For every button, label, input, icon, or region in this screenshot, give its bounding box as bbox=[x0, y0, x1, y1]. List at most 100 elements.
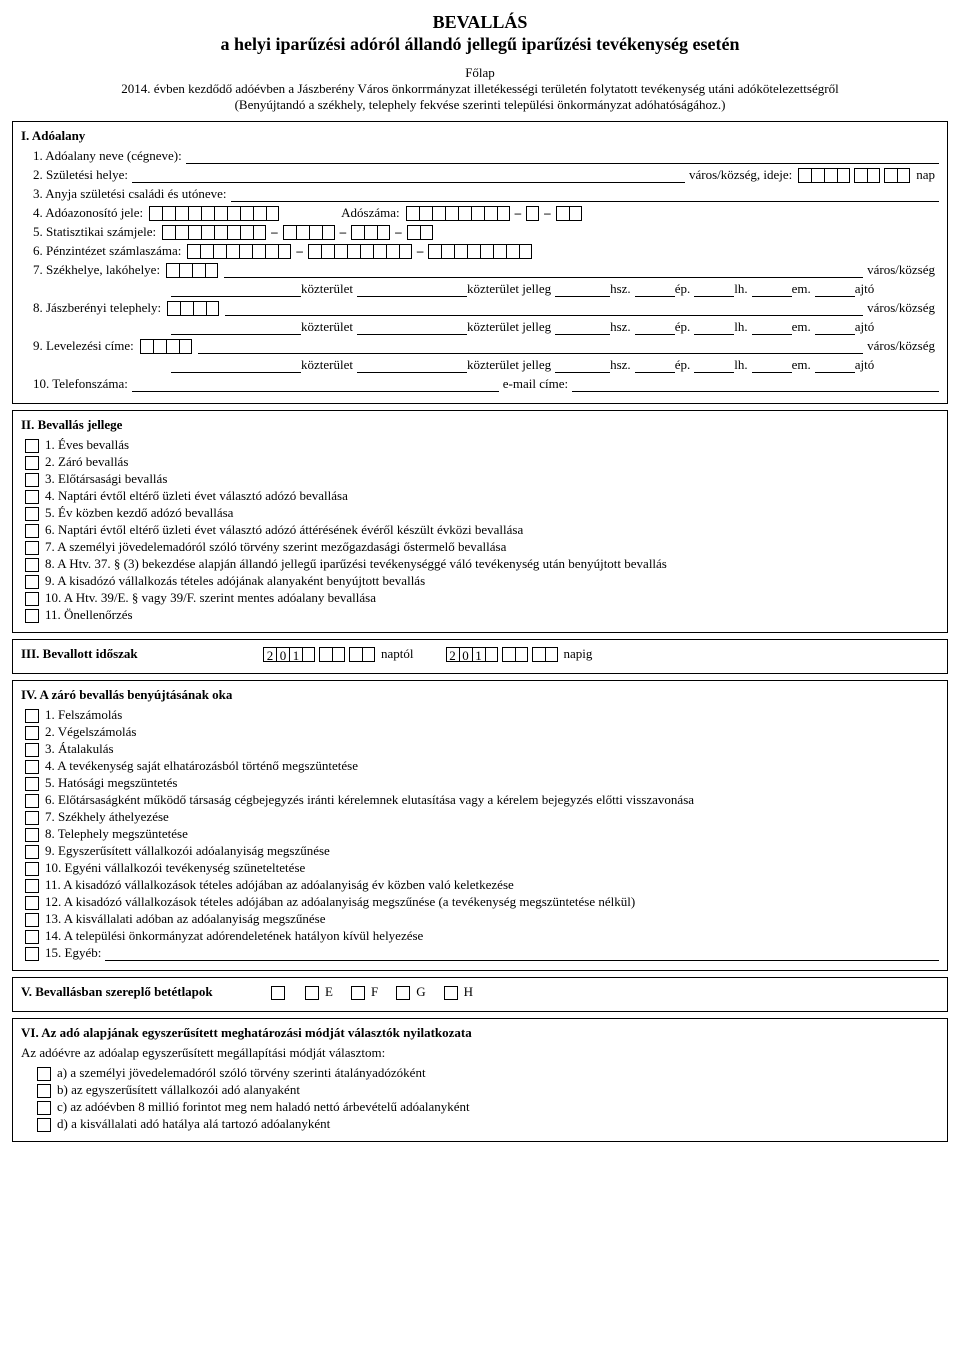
input-stat1[interactable] bbox=[162, 225, 266, 240]
checkbox-g[interactable] bbox=[396, 986, 410, 1000]
checkbox[interactable] bbox=[37, 1101, 51, 1115]
check-row: 2. Záró bevallás bbox=[21, 454, 939, 470]
checkbox[interactable] bbox=[25, 828, 39, 842]
checkbox[interactable] bbox=[37, 1067, 51, 1081]
check-row: 5. Év közben kezdő adózó bevallása bbox=[21, 505, 939, 521]
input-varos8[interactable] bbox=[225, 300, 863, 316]
input-adoszam1[interactable] bbox=[406, 206, 510, 221]
input-hsz7[interactable] bbox=[555, 281, 610, 297]
check-row: 4. Naptári évtől eltérő üzleti évet vála… bbox=[21, 488, 939, 504]
input-irsz7[interactable] bbox=[166, 263, 218, 278]
input-adoszam2[interactable] bbox=[526, 206, 539, 221]
input-bank1[interactable] bbox=[187, 244, 291, 259]
input-irsz8[interactable] bbox=[167, 301, 219, 316]
input-date-from[interactable]: 2 0 1 bbox=[263, 647, 315, 662]
checkbox[interactable] bbox=[25, 541, 39, 555]
input-email[interactable] bbox=[572, 376, 939, 392]
label-lh8: lh. bbox=[734, 319, 747, 335]
input-lh7[interactable] bbox=[694, 281, 734, 297]
input-kozjelleg7[interactable] bbox=[357, 281, 467, 297]
input-stat2[interactable] bbox=[283, 225, 335, 240]
check-row: 8. Telephely megszüntetése bbox=[21, 826, 939, 842]
checkbox[interactable] bbox=[25, 709, 39, 723]
input-kozterulet7[interactable] bbox=[171, 281, 301, 297]
input-hsz8[interactable] bbox=[555, 319, 610, 335]
checkbox[interactable] bbox=[25, 777, 39, 791]
checkbox[interactable] bbox=[25, 743, 39, 757]
input-date-to-m[interactable] bbox=[502, 647, 528, 662]
checkbox[interactable] bbox=[25, 879, 39, 893]
checkbox-e[interactable] bbox=[305, 986, 319, 1000]
input-em8[interactable] bbox=[752, 319, 792, 335]
input-date-from-m[interactable] bbox=[319, 647, 345, 662]
input-em9[interactable] bbox=[752, 357, 792, 373]
checkbox[interactable] bbox=[25, 760, 39, 774]
input-hsz9[interactable] bbox=[555, 357, 610, 373]
input-adoszam3[interactable] bbox=[556, 206, 582, 221]
checkbox[interactable] bbox=[25, 524, 39, 538]
checkbox[interactable] bbox=[25, 609, 39, 623]
input-varos7[interactable] bbox=[224, 262, 863, 278]
input-ep8[interactable] bbox=[635, 319, 675, 335]
input-nev[interactable] bbox=[186, 148, 939, 164]
input-stat4[interactable] bbox=[407, 225, 433, 240]
input-ajto9[interactable] bbox=[815, 357, 855, 373]
checkbox[interactable] bbox=[37, 1084, 51, 1098]
input-date-month[interactable] bbox=[854, 168, 880, 183]
checkbox[interactable] bbox=[25, 913, 39, 927]
checkbox-blank[interactable] bbox=[271, 986, 285, 1000]
checkbox[interactable] bbox=[25, 811, 39, 825]
input-bank2[interactable] bbox=[308, 244, 412, 259]
input-lh9[interactable] bbox=[694, 357, 734, 373]
checkbox[interactable] bbox=[25, 575, 39, 589]
label-lh7: lh. bbox=[734, 281, 747, 297]
input-szulhely[interactable] bbox=[132, 167, 685, 183]
checkbox[interactable] bbox=[25, 507, 39, 521]
checkbox[interactable] bbox=[25, 473, 39, 487]
input-adoazon[interactable] bbox=[149, 206, 279, 221]
input-date-from-d[interactable] bbox=[349, 647, 375, 662]
input-date-year[interactable] bbox=[798, 168, 850, 183]
label-lh9: lh. bbox=[734, 357, 747, 373]
input-em7[interactable] bbox=[752, 281, 792, 297]
input-kozjelleg9[interactable] bbox=[357, 357, 467, 373]
checkbox[interactable] bbox=[25, 456, 39, 470]
checkbox-f[interactable] bbox=[351, 986, 365, 1000]
checkbox[interactable] bbox=[25, 862, 39, 876]
checkbox[interactable] bbox=[25, 490, 39, 504]
input-varos9[interactable] bbox=[198, 338, 863, 354]
checkbox[interactable] bbox=[37, 1118, 51, 1132]
input-date-day[interactable] bbox=[884, 168, 910, 183]
input-telefon[interactable] bbox=[132, 376, 499, 392]
checkbox-h[interactable] bbox=[444, 986, 458, 1000]
input-ajto7[interactable] bbox=[815, 281, 855, 297]
input-egyeb[interactable] bbox=[105, 945, 939, 961]
checkbox[interactable] bbox=[25, 845, 39, 859]
input-anyja[interactable] bbox=[231, 186, 939, 202]
input-date-to-d[interactable] bbox=[532, 647, 558, 662]
title-line2: a helyi iparűzési adóról állandó jellegű… bbox=[12, 34, 948, 56]
input-irsz9[interactable] bbox=[140, 339, 192, 354]
input-kozterulet9[interactable] bbox=[171, 357, 301, 373]
input-ajto8[interactable] bbox=[815, 319, 855, 335]
input-kozjelleg8[interactable] bbox=[357, 319, 467, 335]
checkbox[interactable] bbox=[25, 930, 39, 944]
checkbox[interactable] bbox=[25, 726, 39, 740]
checkbox[interactable] bbox=[25, 896, 39, 910]
check-label: 2. Záró bevallás bbox=[45, 454, 128, 470]
checkbox[interactable] bbox=[25, 558, 39, 572]
input-ep9[interactable] bbox=[635, 357, 675, 373]
letter-label: G bbox=[416, 984, 425, 1000]
input-kozterulet8[interactable] bbox=[171, 319, 301, 335]
input-bank3[interactable] bbox=[428, 244, 532, 259]
input-date-to[interactable]: 2 0 1 bbox=[446, 647, 498, 662]
check-label: 10. Egyéni vállalkozói tevékenység szüne… bbox=[45, 860, 305, 876]
checkbox[interactable] bbox=[25, 439, 39, 453]
input-ep7[interactable] bbox=[635, 281, 675, 297]
checkbox[interactable] bbox=[25, 794, 39, 808]
input-lh8[interactable] bbox=[694, 319, 734, 335]
check-row: 2. Végelszámolás bbox=[21, 724, 939, 740]
checkbox[interactable] bbox=[25, 592, 39, 606]
input-stat3[interactable] bbox=[351, 225, 390, 240]
checkbox[interactable] bbox=[25, 947, 39, 961]
